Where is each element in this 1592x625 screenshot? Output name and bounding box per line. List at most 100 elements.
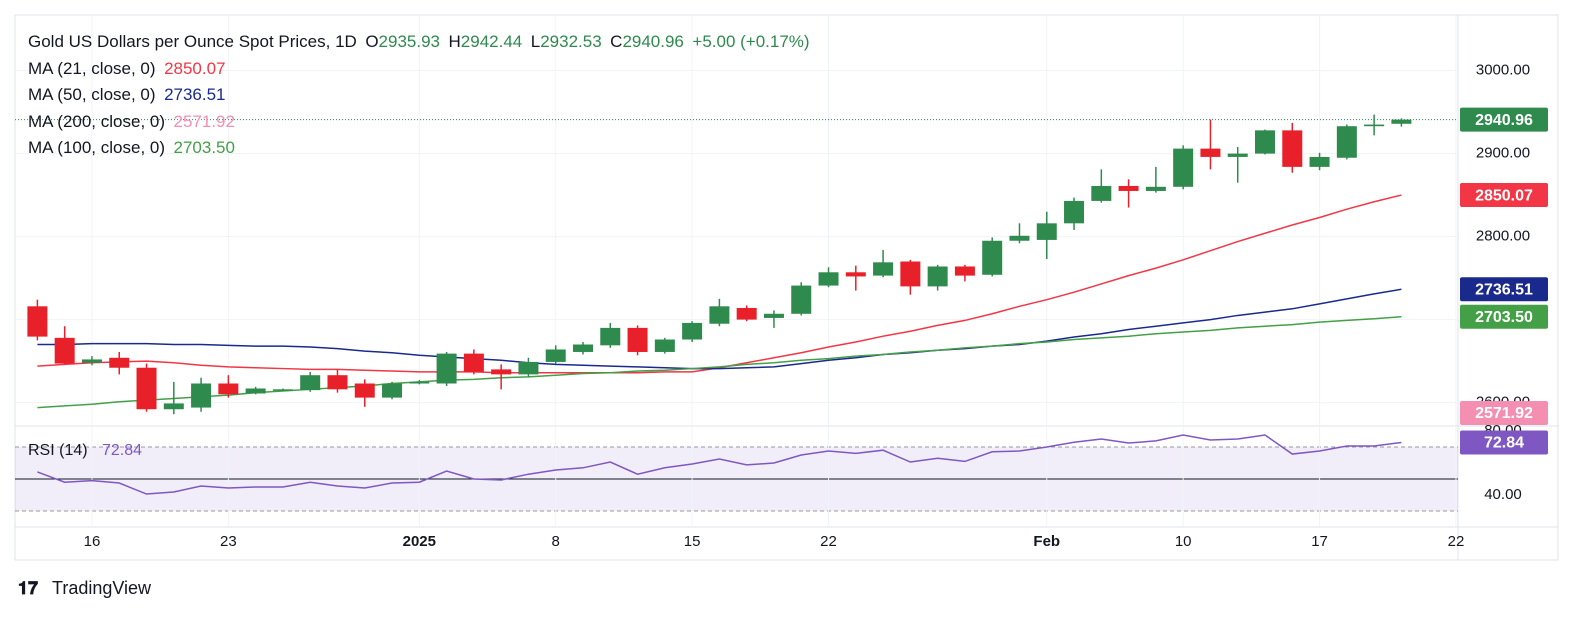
legend-row: MA (100, close, 0) 2703.50 — [28, 135, 810, 162]
candle-body — [1227, 153, 1248, 157]
ma-line — [37, 288, 1402, 370]
ohlc-value: 2942.44 — [460, 32, 523, 51]
candle-body — [1145, 186, 1166, 191]
candle-body — [272, 389, 293, 391]
rsi-line — [37, 434, 1402, 495]
price-label: 2736.51 — [1475, 282, 1533, 299]
price-label: 2940.96 — [1475, 112, 1533, 129]
legend-value: 2571.92 — [173, 111, 235, 131]
candle-body — [1036, 223, 1057, 240]
candle-body — [1173, 148, 1194, 187]
y-tick-label: 3000.00 — [1476, 62, 1530, 79]
candle-body — [27, 306, 48, 337]
candle-body — [927, 266, 948, 287]
candle-body — [491, 369, 512, 375]
candle-body — [682, 322, 703, 340]
ohlc-label: C — [610, 32, 623, 51]
price-label: 72.84 — [1484, 435, 1524, 452]
legend-value: 2736.51 — [164, 85, 226, 104]
y-tick-label: 2900.00 — [1476, 145, 1530, 162]
x-tick-label: 22 — [1448, 533, 1465, 550]
ma-line — [37, 194, 1402, 374]
legend-name: MA (200, close, 0) — [28, 111, 166, 131]
candle-body — [163, 403, 184, 410]
candle-body — [1309, 156, 1330, 167]
candle-body — [518, 361, 539, 375]
ohlc-value: 2935.93 — [378, 32, 440, 51]
price-label-box — [1460, 401, 1548, 425]
candle-body — [954, 266, 975, 276]
candle-body — [654, 339, 675, 352]
candle-body — [191, 383, 212, 408]
candle-body — [1091, 185, 1112, 201]
title: Gold US Dollars per Ounce Spot Prices, 1… — [28, 32, 357, 51]
candle-body — [1336, 126, 1357, 158]
candle-body — [382, 383, 403, 398]
candle-body — [245, 388, 266, 394]
price-label-box — [1460, 183, 1548, 208]
candle-body — [709, 306, 730, 324]
y-tick-label: 2800.00 — [1476, 228, 1530, 245]
legend-name: MA (21, close, 0) — [28, 58, 156, 78]
rsi-name: RSI (14) — [28, 442, 88, 459]
ohlc-value: 2940.96 — [622, 32, 684, 51]
x-tick-label: 17 — [1311, 533, 1328, 550]
candle-body — [300, 375, 321, 391]
x-tick-label: 2025 — [403, 533, 436, 550]
price-label: 2703.50 — [1475, 309, 1533, 326]
candle-body — [54, 337, 75, 364]
candle-body — [736, 307, 757, 320]
legend: Gold US Dollars per Ounce Spot Prices, 1… — [28, 29, 810, 162]
legend-value: 2850.07 — [164, 58, 226, 78]
candle-body — [218, 383, 239, 395]
ohlc-label: L — [530, 32, 541, 51]
ma-line — [37, 315, 1402, 409]
candle-body — [1255, 130, 1275, 154]
price-label: 2850.07 — [1475, 187, 1533, 204]
legend-name: MA (50, close, 0) — [28, 85, 156, 104]
candle-body — [1009, 235, 1030, 241]
price-label-box — [1460, 277, 1548, 302]
ohlc-label: H — [448, 32, 461, 51]
candle-body — [600, 327, 621, 346]
x-tick-label: 16 — [84, 533, 101, 550]
x-tick-label: 23 — [220, 533, 237, 550]
candle-body — [327, 375, 348, 390]
candle-body — [982, 240, 1003, 275]
candle-body — [791, 285, 812, 314]
legend-value: 2703.50 — [173, 138, 235, 157]
candle-body — [627, 327, 648, 352]
price-label-box — [1460, 107, 1548, 132]
candle-body — [436, 353, 457, 384]
price-label-box — [1460, 430, 1548, 455]
watermark: TradingView — [52, 578, 152, 598]
frame — [14, 14, 1559, 561]
rsi-value: 72.84 — [102, 442, 142, 459]
legend-row: Gold US Dollars per Ounce Spot Prices, 1… — [28, 29, 810, 56]
ohlc-label: O — [365, 32, 379, 51]
price-label: 2571.92 — [1475, 405, 1533, 422]
legend-row: MA (200, close, 0) 2571.92 — [28, 109, 810, 136]
candle-body — [1282, 130, 1303, 167]
candle-body — [1391, 119, 1412, 124]
candle-body — [573, 344, 593, 352]
x-tick-label: Feb — [1033, 533, 1060, 550]
candle-body — [873, 262, 894, 276]
legend-name: MA (100, close, 0) — [28, 138, 166, 157]
legend-row: MA (21, close, 0) 2850.07 — [28, 56, 810, 83]
price-label-box — [1460, 304, 1548, 329]
candle-body — [136, 367, 157, 410]
change: +5.00 (+0.17%) — [692, 32, 810, 51]
candle-body — [81, 359, 102, 363]
candle-body — [109, 357, 130, 368]
candle-body — [1200, 148, 1221, 157]
x-tick-label: 10 — [1175, 533, 1192, 550]
candle-body — [545, 349, 566, 362]
candle-body — [1364, 124, 1385, 127]
candle-body — [763, 313, 784, 318]
ohlc-value: 2932.53 — [540, 32, 602, 51]
candle-body — [409, 381, 430, 384]
candle-body — [463, 353, 484, 372]
candle-body — [1064, 200, 1085, 224]
